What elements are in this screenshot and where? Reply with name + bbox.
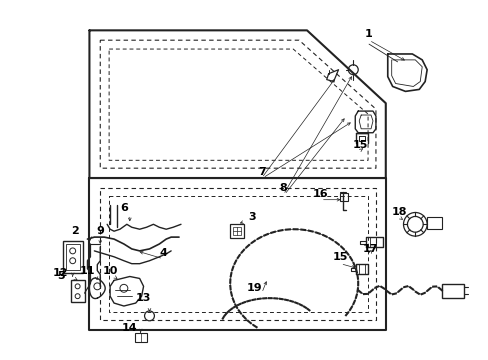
Bar	[233, 227, 241, 235]
Text: 18: 18	[391, 207, 407, 216]
Text: 6: 6	[120, 203, 127, 212]
Text: 11: 11	[80, 266, 95, 276]
Text: 14: 14	[122, 323, 137, 333]
Bar	[66, 244, 80, 270]
Text: 4: 4	[159, 248, 167, 258]
Bar	[230, 224, 244, 238]
Text: 5: 5	[57, 271, 64, 282]
Bar	[426, 217, 441, 229]
Text: 12: 12	[53, 267, 68, 278]
Text: 13: 13	[136, 293, 151, 303]
Text: 19: 19	[246, 283, 262, 293]
Bar	[340, 193, 347, 201]
Text: 16: 16	[312, 189, 328, 199]
Bar	[71, 280, 84, 302]
Bar	[63, 241, 82, 273]
Text: 9: 9	[96, 226, 104, 236]
Text: 1: 1	[365, 29, 372, 39]
Text: 2: 2	[71, 226, 79, 236]
Bar	[135, 333, 146, 342]
Text: 8: 8	[279, 183, 286, 193]
Text: 7: 7	[257, 167, 265, 177]
Bar	[441, 284, 463, 298]
Text: 3: 3	[247, 212, 255, 222]
Text: 10: 10	[102, 266, 118, 276]
Text: 15: 15	[352, 140, 367, 149]
Text: 17: 17	[362, 244, 377, 254]
Text: 15: 15	[332, 252, 347, 262]
